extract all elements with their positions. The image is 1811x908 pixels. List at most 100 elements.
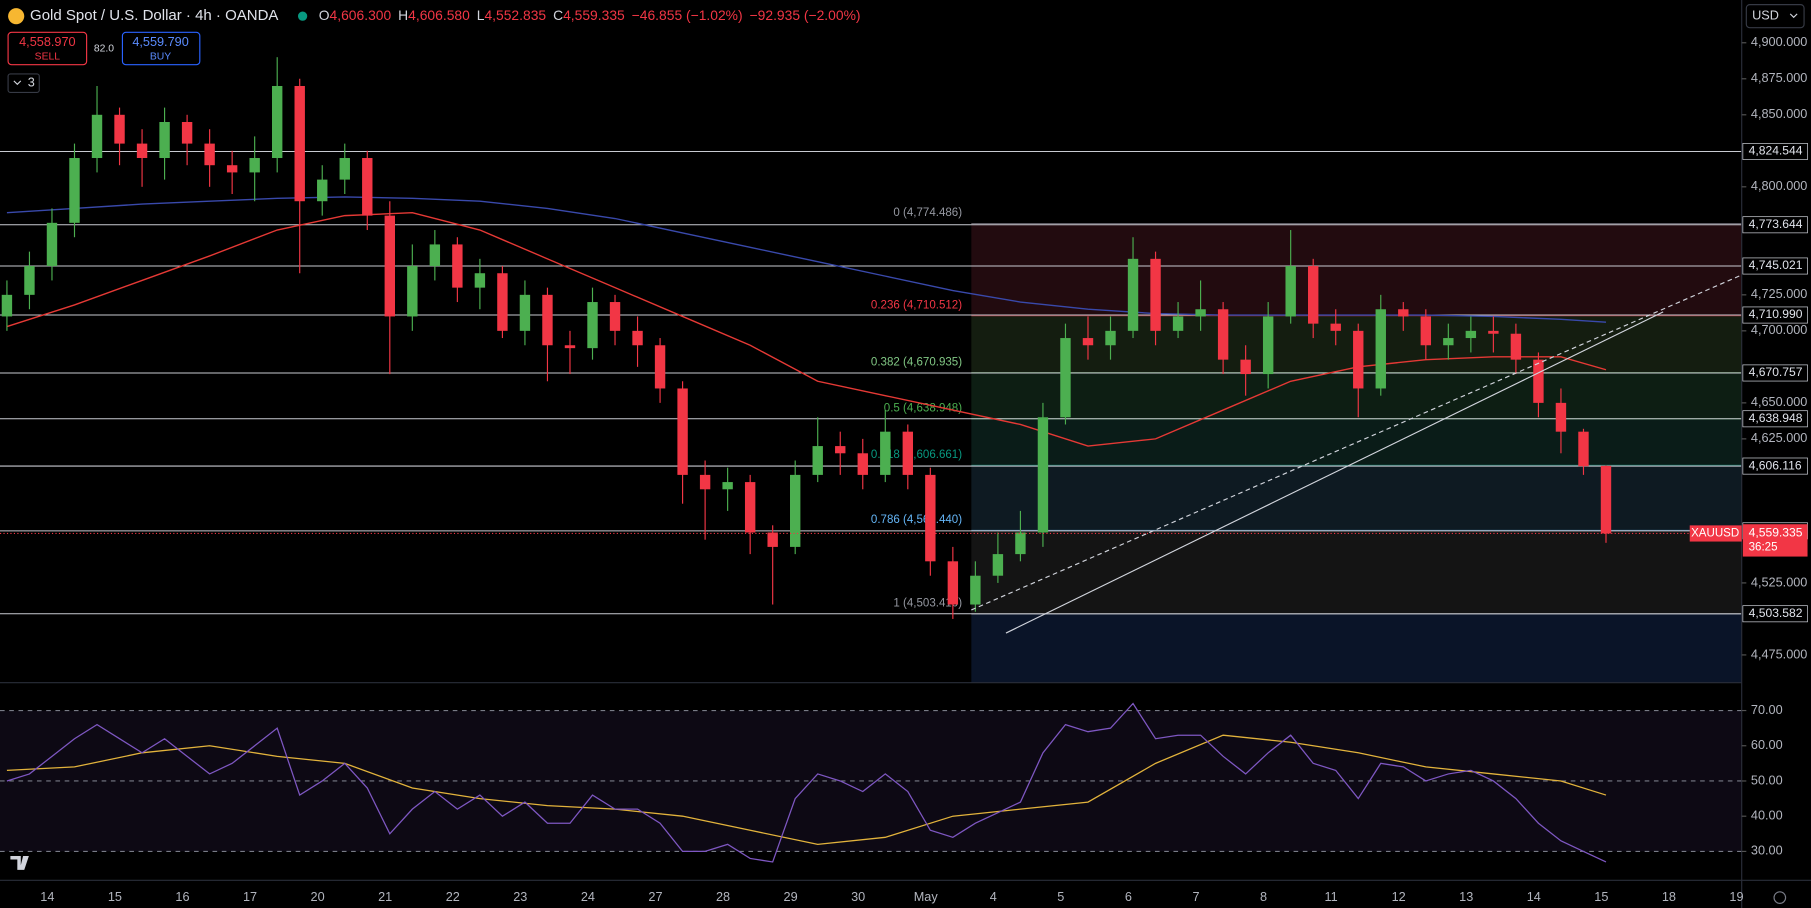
fib-label: 0 (4,774.486) — [893, 207, 962, 219]
candle-body — [249, 158, 260, 173]
candle-body — [1330, 323, 1341, 331]
candle-body — [1, 294, 13, 317]
y-tick-label: 4,800.000 — [1751, 179, 1807, 193]
indicator-count[interactable]: 3 — [28, 76, 35, 90]
y-tick-label: 4,850.000 — [1751, 107, 1807, 121]
candle-body — [970, 575, 981, 605]
candle-body — [609, 302, 621, 331]
x-tick-label: 11 — [1325, 890, 1338, 904]
level-label: 4,503.582 — [1749, 606, 1803, 620]
candle-body — [587, 302, 598, 349]
fib-label: 0.236 (4,710.512) — [871, 299, 962, 311]
candle-body — [925, 474, 936, 562]
candle-body — [1105, 330, 1116, 346]
currency[interactable]: USD — [1752, 9, 1779, 23]
chart-title: Gold Spot / U.S. Dollar · 4h · OANDA — [30, 7, 278, 24]
candle-body — [91, 114, 103, 159]
candle-body — [1375, 309, 1386, 389]
y-tick-label: 30.00 — [1751, 844, 1783, 858]
y-tick-label: 4,725.000 — [1751, 287, 1807, 301]
candle-body — [384, 215, 396, 317]
fib-zone — [971, 465, 1742, 531]
ohlc-key: C — [553, 7, 563, 23]
rsi-line — [6, 702, 1607, 863]
candle-body — [1510, 333, 1522, 360]
x-tick-label: 14 — [40, 890, 54, 904]
settings-icon[interactable] — [1773, 891, 1787, 904]
buy-price[interactable]: 4,559.790 — [132, 35, 188, 49]
y-tick-label: 60.00 — [1751, 738, 1783, 752]
x-tick-label: 30 — [851, 890, 865, 904]
candle-body — [1262, 316, 1274, 375]
candle-body — [1127, 258, 1139, 331]
x-tick-label: 20 — [311, 890, 325, 904]
symbol-box — [1689, 525, 1742, 542]
candle-body — [1015, 532, 1026, 555]
candle-body — [1398, 309, 1409, 317]
level-label-box — [1742, 216, 1808, 234]
ohlc: O4,606.300 H4,606.580 L4,552.835 C4,559.335… — [319, 7, 861, 23]
y-tick-label: 4,875.000 — [1751, 71, 1807, 85]
spread: 82.0 — [94, 43, 114, 54]
trend-line — [1005, 311, 1664, 634]
candle-body — [226, 165, 238, 173]
candle-body — [1533, 359, 1544, 403]
candle-body — [1488, 330, 1499, 334]
y-tick-label: 40.00 — [1751, 809, 1783, 823]
level-label: 4,773.644 — [1749, 217, 1803, 231]
candle-body — [812, 446, 823, 475]
symbol-icon — [8, 8, 25, 25]
sell-button[interactable] — [7, 31, 88, 66]
candle-body — [542, 294, 553, 346]
candle-body — [46, 222, 58, 267]
candle-body — [1172, 316, 1184, 331]
level-label-box — [1742, 457, 1808, 475]
chevron — [13, 80, 22, 86]
x-tick-label: 23 — [513, 890, 527, 904]
y-tick-label: 70.00 — [1751, 703, 1783, 717]
fib-zone — [971, 614, 1742, 683]
candle-body — [1195, 309, 1206, 317]
currency-button[interactable] — [1745, 4, 1805, 29]
candle-body — [1060, 338, 1071, 418]
candle-body — [790, 474, 801, 547]
candle-body — [204, 143, 215, 166]
level-label-box — [1742, 364, 1808, 382]
fib-label: 0.786 (4,561.440) — [871, 514, 962, 526]
rsi-ma — [6, 734, 1607, 846]
price-axis: 4,900.000 4,875.000 4,850.000 4,800.000 4,72… — [40, 35, 1808, 904]
moving-average — [6, 196, 1607, 323]
y-tick-label: 4,700.000 — [1751, 323, 1807, 337]
x-tick-label: 8 — [1260, 890, 1267, 904]
candle-body — [1082, 338, 1094, 346]
candle-body — [317, 179, 328, 202]
logo — [10, 856, 29, 870]
candle-body — [24, 266, 35, 295]
candle-body — [474, 273, 486, 288]
candle-body — [677, 388, 688, 475]
buy-label[interactable]: BUY — [150, 51, 171, 62]
level-label: 4,606.116 — [1749, 458, 1802, 472]
candle-body — [362, 158, 373, 216]
sell-label[interactable]: SELL — [35, 51, 61, 62]
x-tick-label: 16 — [175, 890, 189, 904]
fib-label: 0.618 (4,606.661) — [871, 449, 962, 461]
buy-button[interactable] — [121, 31, 201, 66]
y-tick-label: 4,650.000 — [1751, 395, 1807, 409]
x-tick-label: 27 — [648, 890, 662, 904]
candle-body — [1600, 465, 1612, 534]
trend-line-dashed — [971, 274, 1742, 611]
sell-price[interactable]: 4,558.970 — [19, 35, 75, 49]
ohlc-key: H — [398, 7, 408, 23]
market-status — [297, 11, 308, 21]
level-label-box — [1742, 605, 1808, 623]
level-label: 4,824.544 — [1749, 144, 1803, 158]
last-price: 4,559.335 — [1749, 526, 1803, 540]
ohlc-value: 4,552.835 — [484, 7, 546, 23]
level-label-box — [1742, 410, 1808, 428]
candle-body — [271, 85, 283, 159]
candle-body — [992, 554, 1004, 576]
indicator-toggle[interactable] — [7, 73, 40, 93]
